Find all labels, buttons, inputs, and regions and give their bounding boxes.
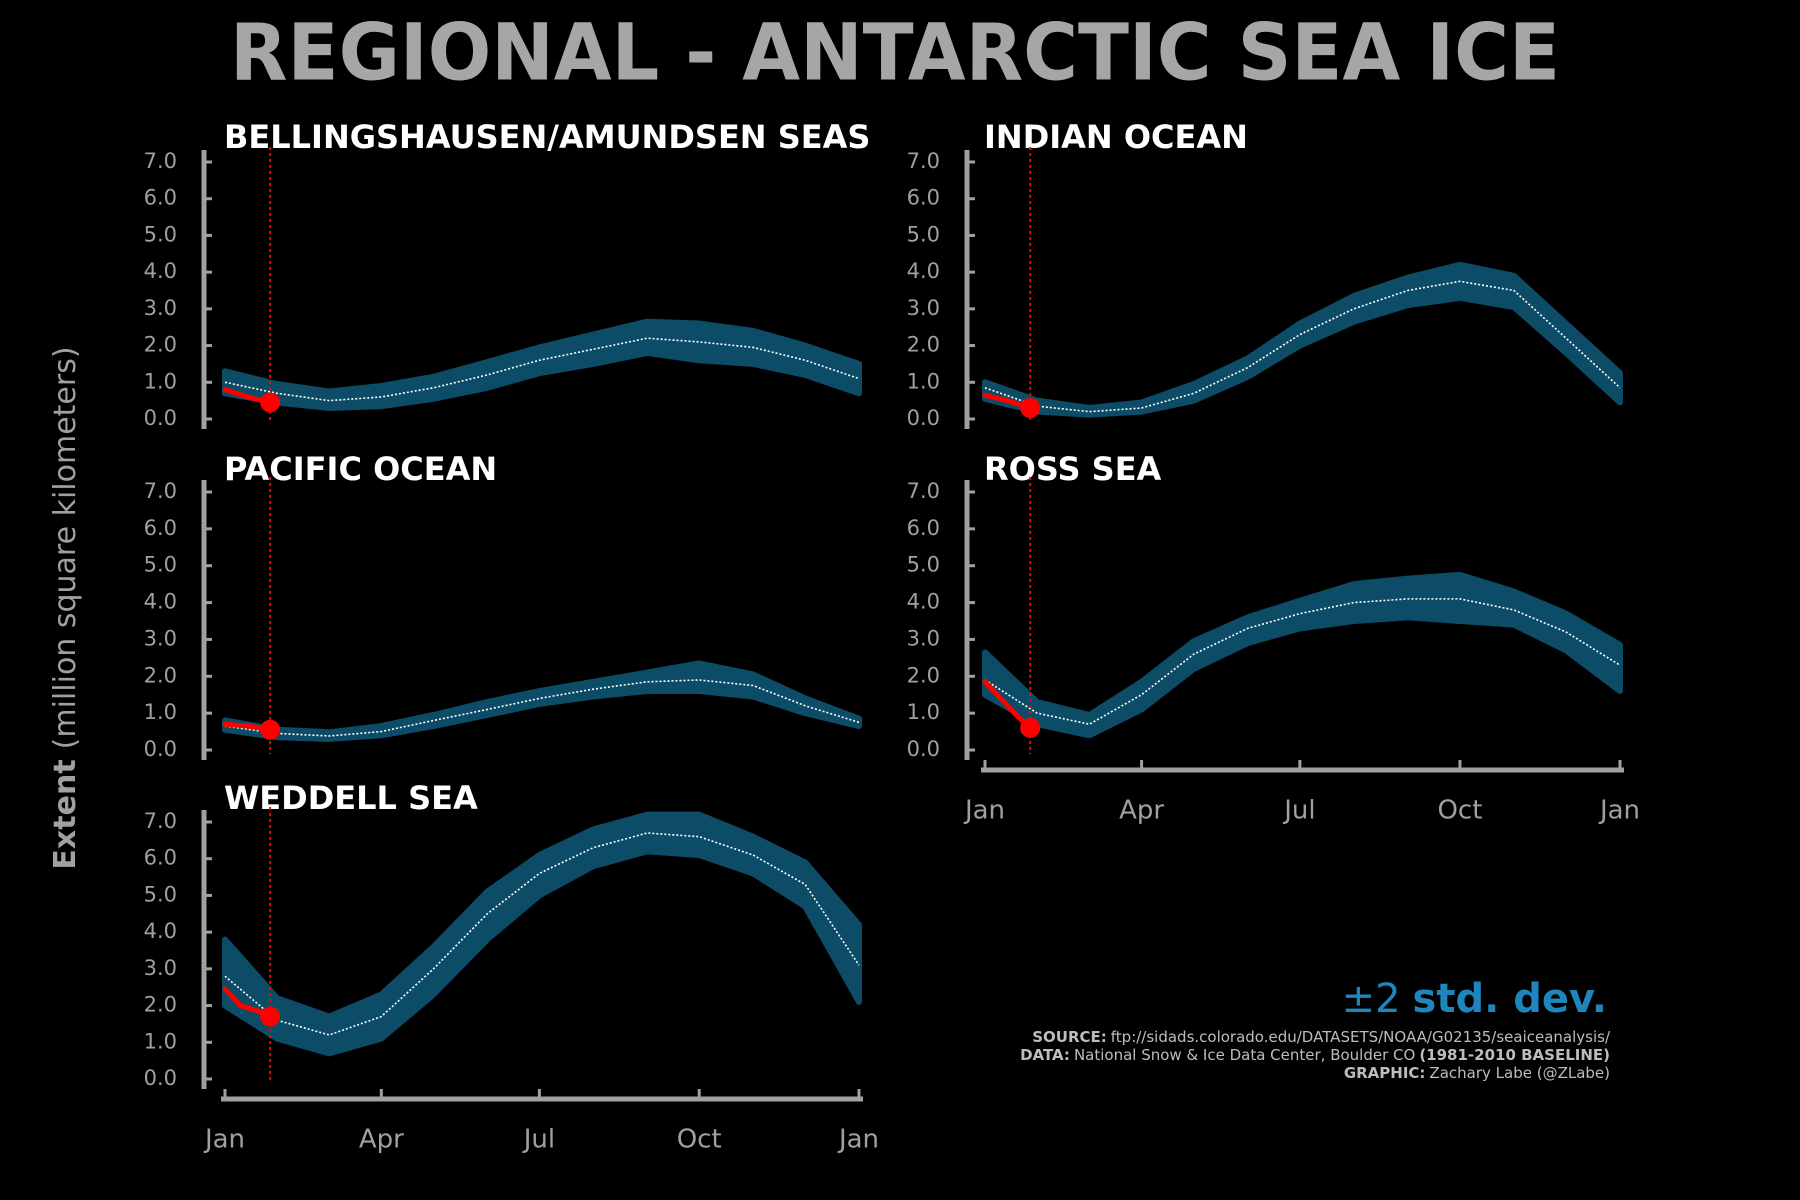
panel-title: BELLINGSHAUSEN/AMUNDSEN SEAS xyxy=(224,118,870,156)
legend-symbol: ±2 xyxy=(1342,976,1401,1022)
source-line: SOURCE: ftp://sidads.colorado.edu/DATASET… xyxy=(1032,1028,1611,1046)
y-tick-label: 1.0 xyxy=(907,369,940,393)
y-tick-label: 1.0 xyxy=(144,700,177,724)
y-tick-label: 4.0 xyxy=(144,919,177,943)
mean-line xyxy=(224,679,860,737)
y-tick-label: 3.0 xyxy=(144,956,177,980)
legend: ±2 std. dev. xyxy=(1342,976,1607,1022)
y-tick-label: 3.0 xyxy=(907,626,940,650)
y-tick-label: 7.0 xyxy=(144,149,177,173)
y-tick-label: 0.0 xyxy=(907,406,940,430)
std-band xyxy=(982,261,1623,418)
y-tick-label: 2.0 xyxy=(907,663,940,687)
source-text: ftp://sidads.colorado.edu/DATASETS/NOAA/… xyxy=(1111,1028,1611,1046)
x-tick-label: Jan xyxy=(1598,796,1640,826)
graphic-text: Zachary Labe (@ZLabe) xyxy=(1429,1064,1610,1082)
y-tick-label: 7.0 xyxy=(144,479,177,503)
y-tick-label: 2.0 xyxy=(907,333,940,357)
y-tick-label: 4.0 xyxy=(144,590,177,614)
x-tick-label: Jan xyxy=(837,1125,879,1155)
y-tick-label: 7.0 xyxy=(907,149,940,173)
y-tick-label: 3.0 xyxy=(907,296,940,320)
x-tick-label: Jul xyxy=(1282,796,1315,826)
y-tick-label: 5.0 xyxy=(144,553,177,577)
y-tick-label: 5.0 xyxy=(144,222,177,246)
mean-line xyxy=(224,337,860,402)
current-point xyxy=(260,392,281,413)
std-band xyxy=(982,571,1623,739)
x-tick-label: Apr xyxy=(359,1125,404,1155)
data-label: DATA: xyxy=(1020,1046,1070,1064)
current-point xyxy=(260,719,281,740)
chart-title: REGIONAL - ANTARCTIC SEA ICE xyxy=(230,8,1560,98)
y-tick-label: 0.0 xyxy=(144,1066,177,1090)
std-band xyxy=(222,318,862,411)
current-point xyxy=(1020,717,1041,738)
y-tick-label: 6.0 xyxy=(907,186,940,210)
panel-title: WEDDELL SEA xyxy=(224,779,478,817)
data-line: DATA: National Snow & Ice Data Center, Bo… xyxy=(1020,1046,1610,1064)
y-tick-label: 3.0 xyxy=(144,296,177,320)
x-tick-label: Oct xyxy=(1437,796,1482,826)
panel-title: ROSS SEA xyxy=(984,450,1162,488)
y-tick-label: 0.0 xyxy=(907,737,940,761)
x-tick-label: Jan xyxy=(203,1125,245,1155)
y-tick-label: 6.0 xyxy=(144,846,177,870)
y-tick-label: 5.0 xyxy=(907,222,940,246)
x-tick-label: Jan xyxy=(963,796,1005,826)
y-tick-label: 1.0 xyxy=(907,700,940,724)
y-tick-label: 3.0 xyxy=(144,626,177,650)
y-tick-label: 7.0 xyxy=(144,809,177,833)
y-axis-label: Extent (million square kilometers) xyxy=(48,346,83,869)
y-tick-label: 7.0 xyxy=(907,479,940,503)
current-point xyxy=(260,1006,281,1027)
current-point xyxy=(1020,397,1041,418)
y-tick-label: 2.0 xyxy=(144,663,177,687)
panel-title: PACIFIC OCEAN xyxy=(224,450,497,488)
y-tick-label: 4.0 xyxy=(144,259,177,283)
y-tick-label: 4.0 xyxy=(907,259,940,283)
source-label: SOURCE: xyxy=(1032,1028,1107,1046)
x-tick-label: Apr xyxy=(1119,796,1164,826)
legend-text: std. dev. xyxy=(1413,976,1607,1022)
y-tick-label: 5.0 xyxy=(144,882,177,906)
y-tick-label: 0.0 xyxy=(144,406,177,430)
x-tick-label: Jul xyxy=(522,1125,555,1155)
y-axis-label-text: (million square kilometers) xyxy=(48,346,83,749)
y-tick-label: 1.0 xyxy=(144,369,177,393)
data-text: National Snow & Ice Data Center, Boulder… xyxy=(1074,1046,1415,1064)
y-tick-label: 6.0 xyxy=(144,516,177,540)
y-tick-label: 6.0 xyxy=(907,516,940,540)
graphic-line: GRAPHIC: Zachary Labe (@ZLabe) xyxy=(1344,1064,1610,1082)
graphic-label: GRAPHIC: xyxy=(1344,1064,1426,1082)
y-tick-label: 4.0 xyxy=(907,590,940,614)
data-note: (1981-2010 BASELINE) xyxy=(1419,1046,1610,1064)
y-tick-label: 2.0 xyxy=(144,993,177,1017)
y-axis-label-bold: Extent xyxy=(48,759,83,869)
x-tick-label: Oct xyxy=(677,1125,722,1155)
y-tick-label: 1.0 xyxy=(144,1029,177,1053)
y-tick-label: 6.0 xyxy=(144,186,177,210)
mean-line xyxy=(984,280,1621,413)
y-tick-label: 0.0 xyxy=(144,737,177,761)
std-band xyxy=(222,811,862,1057)
std-band xyxy=(222,660,862,742)
y-tick-label: 5.0 xyxy=(907,553,940,577)
panel-title: INDIAN OCEAN xyxy=(984,118,1248,156)
y-tick-label: 2.0 xyxy=(144,333,177,357)
